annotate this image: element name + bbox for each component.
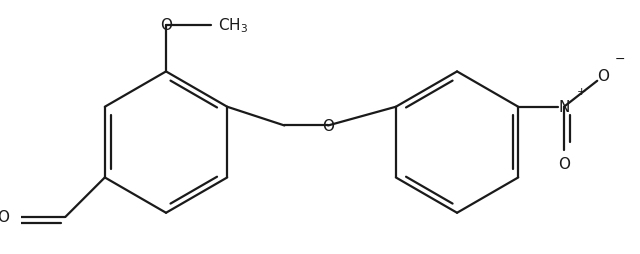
Text: O: O [322, 119, 334, 133]
Text: +: + [577, 87, 586, 97]
Text: N: N [558, 100, 570, 115]
Text: O: O [598, 69, 609, 84]
Text: O: O [0, 210, 9, 225]
Text: O: O [558, 156, 570, 171]
Text: −: − [615, 53, 625, 66]
Text: CH$_3$: CH$_3$ [218, 16, 248, 35]
Text: O: O [160, 18, 172, 33]
